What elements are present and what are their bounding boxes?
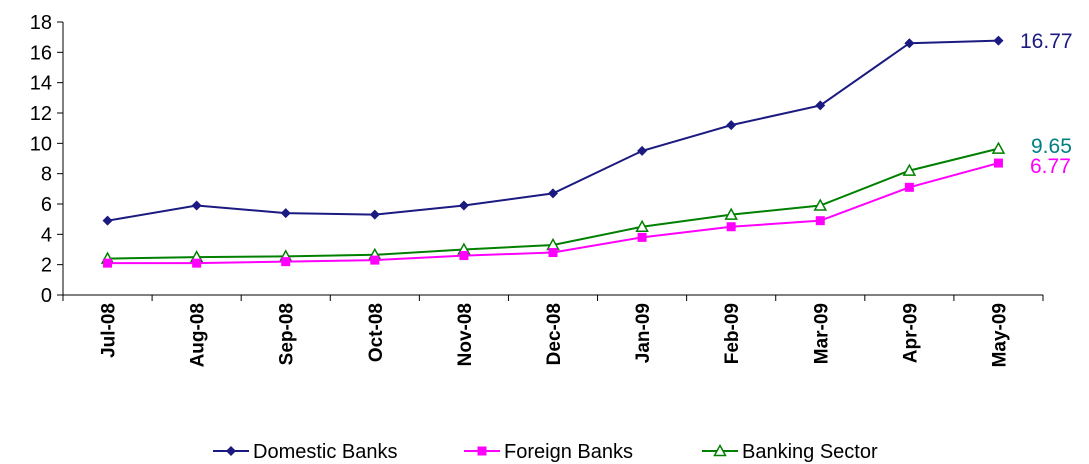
data-point [280, 208, 291, 219]
data-point [103, 258, 113, 268]
x-tick-label: Mar-09 [811, 303, 832, 364]
end-label: 16.77 [1020, 30, 1073, 53]
x-tick-label: Aug-08 [188, 303, 209, 367]
y-tick-label: 8 [41, 164, 52, 186]
y-tick-label: 14 [30, 73, 52, 95]
y-tick-label: 0 [41, 285, 52, 307]
x-tick-label: Sep-08 [277, 303, 298, 365]
x-tick-label: Jul-08 [99, 303, 120, 358]
data-point [904, 182, 914, 192]
plot-area [100, 35, 1006, 268]
data-point [369, 209, 380, 220]
data-point [904, 38, 915, 49]
data-point [458, 200, 469, 211]
data-point [548, 248, 558, 258]
data-point [635, 219, 649, 232]
data-point [637, 145, 648, 156]
end-labels: 16.77 6.779.65 [1020, 30, 1073, 178]
data-point [370, 255, 380, 265]
x-tick-label: May-09 [989, 303, 1010, 367]
data-point [813, 198, 828, 211]
x-tick-label: Jan-09 [633, 303, 654, 363]
y-axis-ticks: 0 2 4 6 8 10 12 14 16 18 [30, 12, 63, 307]
data-point [459, 251, 469, 261]
x-tick-label: Nov-08 [455, 303, 476, 366]
end-label: 6.77 [1030, 155, 1071, 178]
legend-label: Foreign Banks [504, 441, 633, 463]
legend-item: Foreign Banks [464, 441, 633, 463]
data-point [726, 120, 737, 131]
legend: Domestic Banks Foreign Banks Banking Secto… [213, 441, 878, 463]
series-domestic-banks [102, 35, 1004, 226]
legend-marker [713, 443, 727, 457]
x-axis-ticks: Jul-08 Aug-08 Sep-08 Oct-08 Nov-08 Dec-08 Jan-… [62, 295, 1044, 367]
axes [62, 22, 1043, 296]
data-point [815, 216, 825, 226]
end-label: 9.65 [1031, 135, 1072, 158]
legend-marker [226, 446, 236, 456]
data-point [724, 207, 738, 220]
y-tick-label: 12 [30, 103, 52, 125]
x-tick-label: Oct-08 [366, 303, 387, 362]
y-tick-label: 6 [41, 194, 52, 216]
data-point [902, 163, 917, 176]
x-tick-label: Dec-08 [544, 303, 565, 365]
data-point [726, 222, 736, 232]
legend-label: Domestic Banks [253, 441, 398, 463]
x-tick-label: Feb-09 [722, 303, 743, 364]
y-tick-label: 4 [41, 224, 52, 246]
legend-label: Banking Sector [742, 441, 878, 463]
data-point [191, 200, 202, 211]
legend-item: Domestic Banks [213, 441, 398, 463]
data-point [548, 188, 558, 199]
data-point [192, 258, 202, 268]
data-point [815, 100, 826, 111]
x-tick-label: Apr-09 [900, 303, 921, 363]
data-point [993, 158, 1003, 168]
y-tick-label: 16 [30, 42, 52, 64]
data-point [281, 257, 291, 267]
data-point [993, 35, 1004, 46]
data-point [102, 215, 113, 226]
legend-marker [477, 446, 487, 456]
y-tick-label: 2 [41, 255, 52, 277]
series-foreign-banks [103, 158, 1003, 268]
y-tick-label: 18 [30, 12, 52, 34]
y-tick-label: 10 [30, 133, 52, 155]
legend-item: Banking Sector [702, 441, 878, 463]
data-point [991, 141, 1006, 154]
data-point [637, 232, 647, 242]
